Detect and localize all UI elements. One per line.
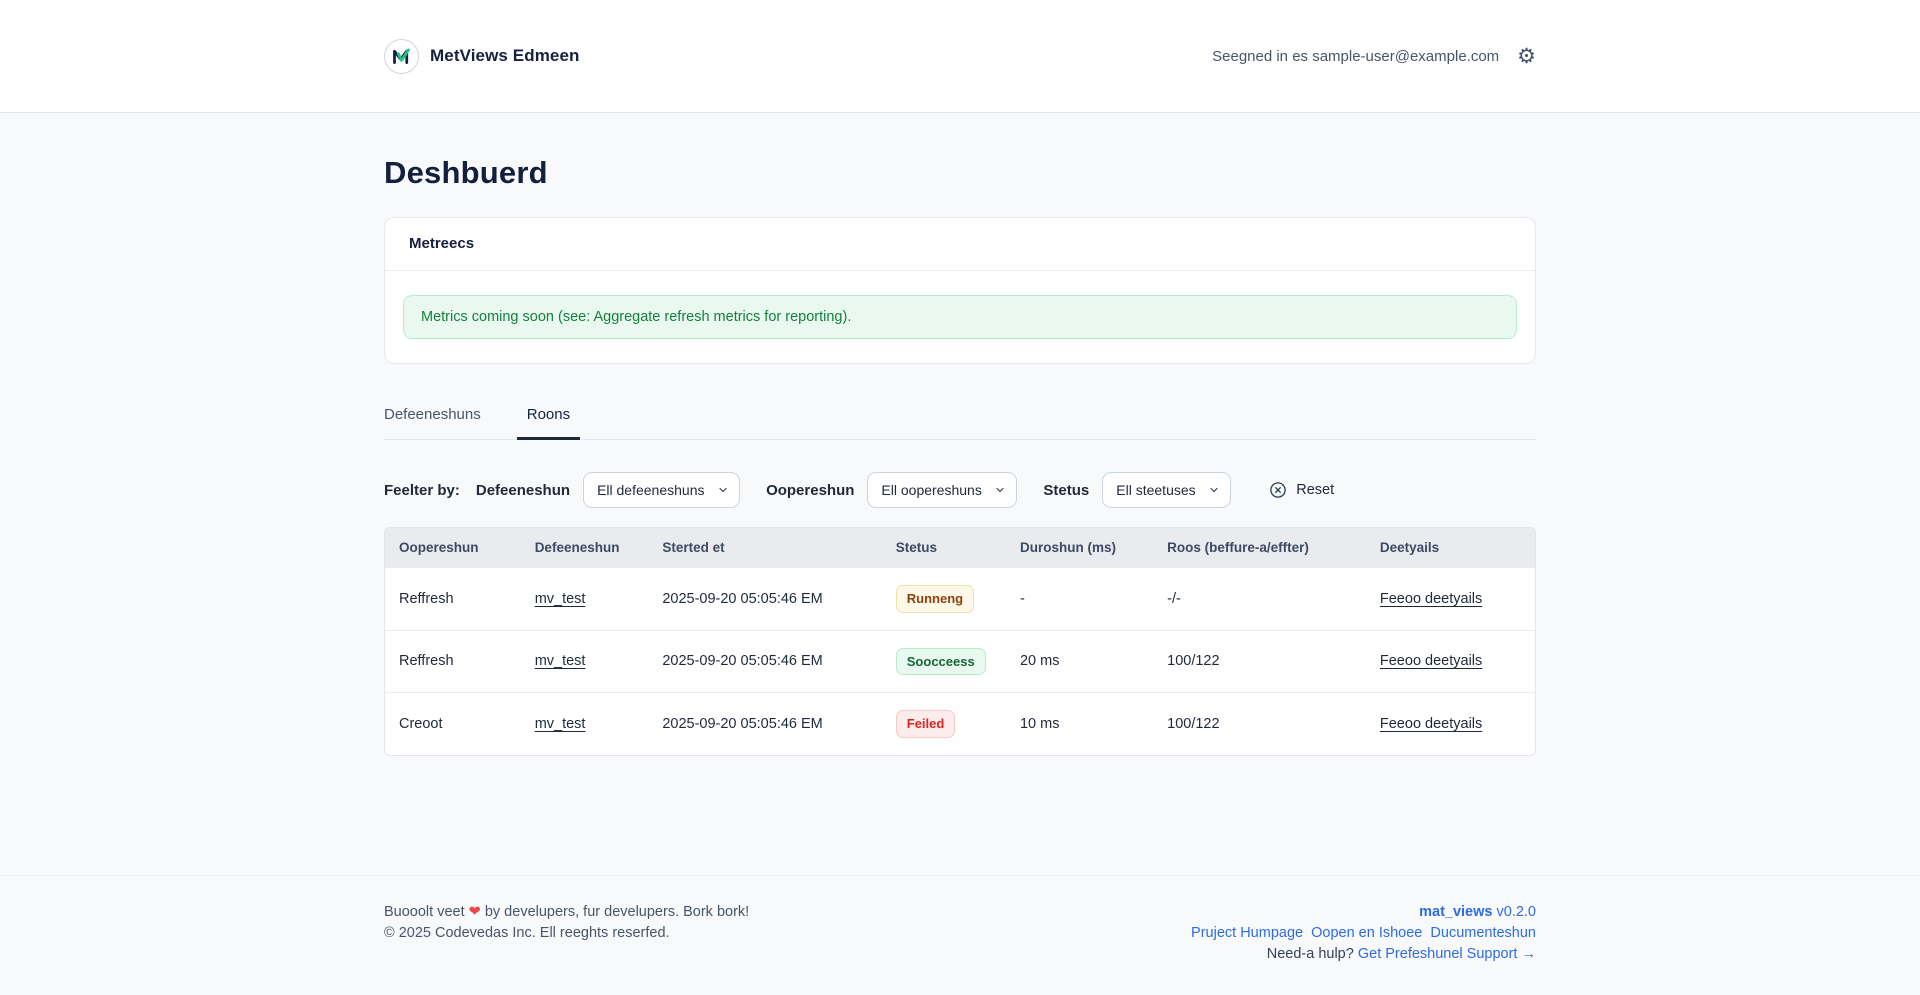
project-homepage-link[interactable]: Pruject Humpage [1191, 924, 1304, 941]
signed-in-text: Seegned in es sample-user@example.com [1212, 47, 1500, 65]
settings-gear-icon[interactable]: ⚙ [1517, 44, 1536, 68]
open-an-issue-link[interactable]: Oopen en Ishoee [1311, 924, 1423, 941]
view-details-link[interactable]: Feeoo deetyails [1379, 715, 1483, 732]
definition-link[interactable]: mv_test [534, 715, 586, 732]
reset-filters-button[interactable]: Reset [1269, 481, 1334, 499]
view-details-link[interactable]: Feeoo deetyails [1379, 590, 1483, 607]
status-badge: Runneng [895, 585, 975, 613]
footer: Buooolt veet ❤ by develupers, fur develu… [0, 874, 1920, 995]
definition-link[interactable]: mv_test [534, 653, 586, 670]
documentation-link[interactable]: Ducumenteshun [1430, 924, 1536, 941]
mat-views-link[interactable]: mat_views [1419, 903, 1493, 920]
operation-filter-label: Oopereshun [766, 481, 855, 499]
tabs: Defeeneshuns Roons [384, 402, 1536, 440]
table-row: Creoot mv_test 2025-09-20 05:05:46 EM Fe… [385, 692, 1535, 755]
duration-cell: - [1005, 567, 1154, 631]
version-line: mat_views v0.2.0 [1187, 902, 1536, 923]
rows-cell: -/- [1153, 567, 1366, 631]
support-line: Need-a hulp? Get Prefeshunel Support → [1187, 944, 1536, 965]
table-row: Reffresh mv_test 2025-09-20 05:05:46 EM … [385, 629, 1535, 693]
started-at-cell: 2025-09-20 05:05:46 EM [648, 692, 882, 755]
filter-bar: Feelter by: Defeeneshun Ell defeeneshuns… [384, 472, 1536, 508]
reset-button-label: Reset [1296, 482, 1335, 498]
column-header-started-at: Sterted et [648, 528, 882, 568]
column-header-details: Deetyails [1365, 528, 1535, 568]
started-at-cell: 2025-09-20 05:05:46 EM [648, 629, 882, 693]
metrics-card: Metreecs Metrics coming soon (see: Aggre… [384, 217, 1536, 364]
version-number-link[interactable]: v0.2.0 [1496, 903, 1537, 920]
rows-cell: 100/122 [1153, 692, 1366, 755]
operation-cell: Reffresh [385, 629, 521, 693]
heart-icon: ❤ [468, 903, 481, 920]
professional-support-link[interactable]: Get Prefeshunel Support → [1357, 945, 1536, 962]
duration-cell: 20 ms [1005, 629, 1154, 693]
x-circle-icon [1270, 482, 1287, 498]
tab-runs[interactable]: Roons [516, 402, 581, 440]
status-badge: Feiled [895, 710, 956, 738]
metrics-card-title: Metreecs [409, 235, 475, 252]
app-logo-icon [384, 38, 419, 74]
rows-cell: 100/122 [1153, 629, 1366, 693]
footer-links: Pruject Humpage Oopen en Ishoee Ducument… [1187, 923, 1536, 944]
definition-filter-label: Defeeneshun [475, 481, 571, 499]
status-filter-label: Stetus [1043, 481, 1090, 499]
definition-link[interactable]: mv_test [534, 590, 586, 607]
brand: MetViews Edmeen [384, 38, 580, 74]
duration-cell: 10 ms [1005, 692, 1154, 755]
built-with-line: Buooolt veet ❤ by develupers, fur develu… [384, 903, 750, 920]
runs-table: Oopereshun Defeeneshun Sterted et Stetus… [384, 527, 1536, 756]
app-title: MetViews Edmeen [430, 46, 580, 65]
operation-cell: Creoot [385, 692, 521, 755]
status-badge: Soocceess [895, 647, 986, 676]
started-at-cell: 2025-09-20 05:05:46 EM [648, 567, 882, 631]
definition-filter-select[interactable]: Ell defeeneshuns [583, 472, 741, 508]
status-filter-select[interactable]: Ell steetuses [1102, 472, 1232, 508]
metrics-coming-soon-alert: Metrics coming soon (see: Aggregate refr… [403, 295, 1517, 339]
view-details-link[interactable]: Feeoo deetyails [1379, 653, 1483, 670]
need-help-text: Need-a hulp? [1266, 945, 1354, 962]
table-header-row: Oopereshun Defeeneshun Sterted et Stetus… [385, 528, 1535, 568]
operation-filter-select[interactable]: Ell oopereshuns [867, 472, 1018, 508]
column-header-definition: Defeeneshun [520, 528, 649, 568]
column-header-rows: Roos (beffure-a/effter) [1153, 528, 1366, 568]
filter-by-label: Feelter by: [384, 481, 460, 499]
column-header-operation: Oopereshun [385, 528, 521, 568]
column-header-duration: Duroshun (ms) [1005, 528, 1154, 568]
table-row: Reffresh mv_test 2025-09-20 05:05:46 EM … [385, 567, 1535, 631]
copyright-line: © 2025 Codevedas Inc. Ell reeghts reserf… [384, 924, 670, 941]
page-title: Deshbuerd [384, 155, 548, 190]
app-header: MetViews Edmeen Seegned in es sample-use… [0, 0, 1920, 113]
operation-cell: Reffresh [385, 567, 521, 631]
tab-definitions[interactable]: Defeeneshuns [384, 406, 481, 423]
column-header-status: Stetus [881, 528, 1006, 568]
